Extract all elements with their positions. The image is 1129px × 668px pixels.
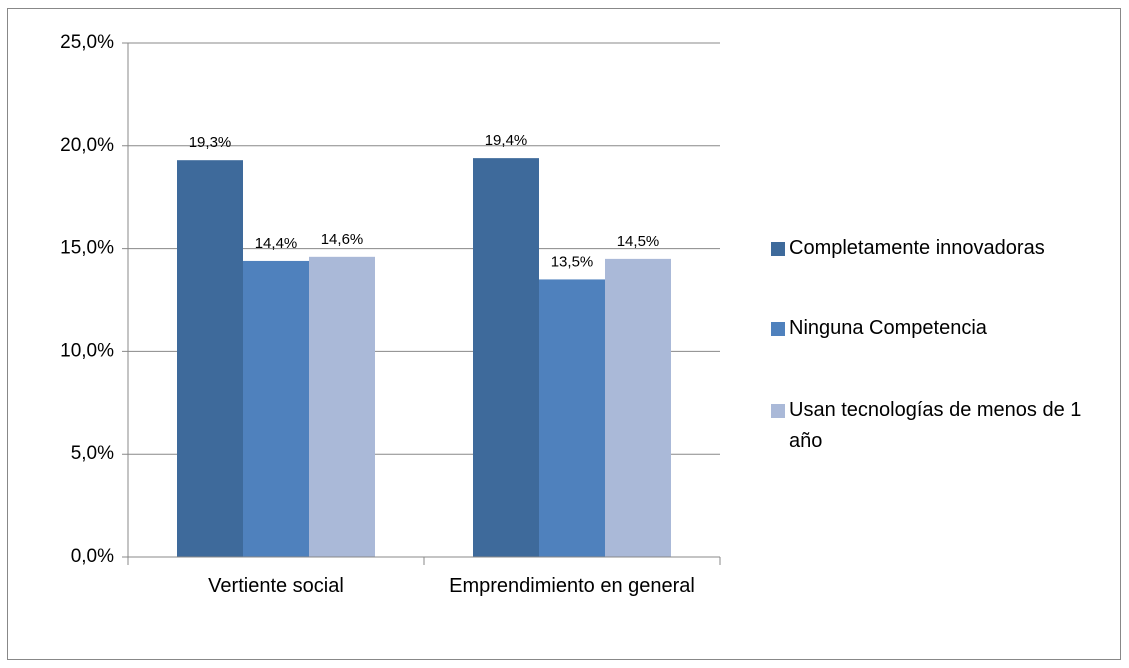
- data-label: 14,4%: [255, 235, 298, 252]
- legend-item: Usan tecnologías de menos de 1 año: [771, 395, 1116, 457]
- data-label: 14,6%: [321, 231, 364, 248]
- data-label: 13,5%: [551, 253, 594, 270]
- bar: [243, 260, 309, 557]
- legend-label: Ninguna Competencia: [789, 317, 987, 339]
- data-label: 19,3%: [189, 134, 232, 151]
- y-tick-label: 20,0%: [60, 135, 114, 156]
- legend-item: Ninguna Competencia: [771, 313, 1116, 344]
- y-tick-label: 15,0%: [60, 238, 114, 259]
- bar: [177, 160, 243, 557]
- bar: [309, 256, 375, 557]
- y-tick-label: 0,0%: [71, 546, 114, 567]
- data-label: 14,5%: [617, 233, 660, 250]
- x-tick-label: Vertiente social: [208, 575, 344, 597]
- x-tick-label: Emprendimiento en general: [449, 575, 695, 597]
- legend-swatch: [771, 242, 785, 256]
- bar: [539, 279, 605, 557]
- legend-swatch: [771, 322, 785, 336]
- data-label: 19,4%: [485, 132, 528, 149]
- y-tick-label: 10,0%: [60, 340, 114, 361]
- bar: [605, 258, 671, 557]
- legend-label: Usan tecnologías de menos de 1 año: [789, 399, 1082, 452]
- bar: [473, 158, 539, 558]
- y-tick-label: 25,0%: [60, 32, 114, 53]
- chart-border: [7, 8, 1121, 660]
- legend-label: Completamente innovadoras: [789, 237, 1045, 259]
- y-tick-label: 5,0%: [71, 443, 114, 464]
- legend-swatch: [771, 404, 785, 418]
- legend-item: Completamente innovadoras: [771, 233, 1116, 264]
